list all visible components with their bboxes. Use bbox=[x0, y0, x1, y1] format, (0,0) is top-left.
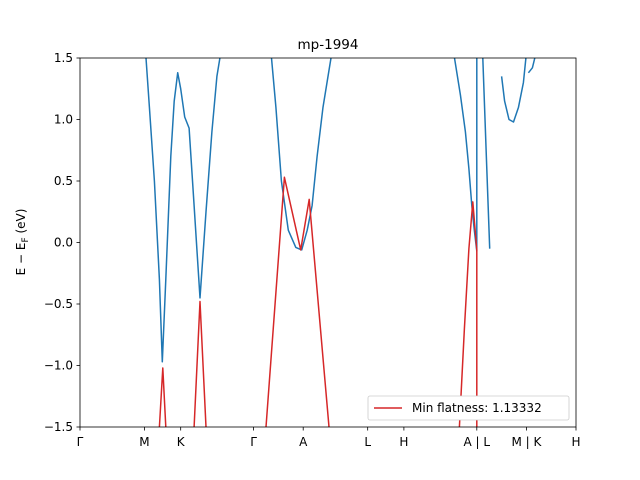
valence-band-line-9 bbox=[458, 201, 478, 427]
x-tick-label: Γ bbox=[250, 435, 257, 449]
y-tick-label: 1.5 bbox=[54, 51, 73, 65]
x-tick-label: A | L bbox=[464, 435, 491, 449]
x-tick-label: M | K bbox=[511, 435, 542, 449]
valence-band-line-7 bbox=[193, 300, 207, 427]
x-tick-label: Γ bbox=[77, 435, 84, 449]
y-axis-label: E − EF (eV) bbox=[14, 209, 31, 276]
y-tick-label: 1.0 bbox=[54, 113, 73, 127]
conduction-band-line-0 bbox=[145, 58, 221, 363]
x-tick-label: K bbox=[177, 435, 186, 449]
y-tick-label: 0.0 bbox=[54, 236, 73, 250]
x-tick-label: L bbox=[364, 435, 371, 449]
legend-label: Min flatness: 1.13332 bbox=[412, 401, 542, 415]
chart-title: mp-1994 bbox=[298, 37, 359, 53]
x-ticks: Γ M K Γ A L H A | L M | K H bbox=[77, 427, 581, 449]
y-ticks: −1.5 −1.0 −0.5 0.0 0.5 1.0 1.5 bbox=[44, 51, 80, 434]
valence-band-line-8 bbox=[265, 176, 330, 427]
y-tick-label: −0.5 bbox=[44, 297, 73, 311]
conduction-band-line-1 bbox=[270, 58, 332, 251]
legend-box bbox=[367, 395, 570, 421]
valence-band-line-6 bbox=[158, 367, 167, 427]
plot-frame bbox=[79, 57, 577, 428]
series-layer bbox=[145, 58, 536, 427]
conduction-band-line-3 bbox=[482, 58, 491, 249]
legend: Min flatness: 1.13332 bbox=[367, 395, 570, 421]
y-tick-label: 0.5 bbox=[54, 174, 73, 188]
conduction-band-line-5 bbox=[527, 58, 536, 74]
x-tick-label: H bbox=[399, 435, 408, 449]
x-tick-label: M bbox=[139, 435, 149, 449]
conduction-band-line-4 bbox=[500, 58, 527, 123]
x-tick-label: A bbox=[299, 435, 308, 449]
y-tick-label: −1.0 bbox=[44, 359, 73, 373]
y-tick-label: −1.5 bbox=[44, 420, 73, 434]
x-tick-label: H bbox=[571, 435, 580, 449]
